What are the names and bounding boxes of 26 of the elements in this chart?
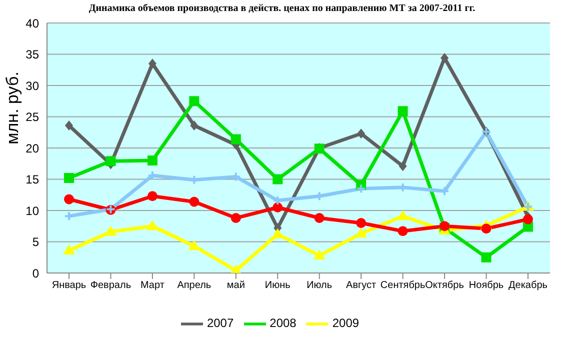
x-tick-label: Февраль [90,280,132,292]
y-tick-label: 15 [26,172,40,187]
x-tick-label: май [226,280,245,292]
x-tick-label: Сентябрь [380,280,426,292]
y-tick-label: 25 [26,110,40,124]
x-tick-label: Январь [52,280,86,292]
x-tick-label: Декабрь [508,280,548,292]
legend-label: 2009 [332,316,360,330]
x-tick-label: Июль [306,280,332,292]
x-tick-label: Октябрь [425,280,464,292]
y-tick-label: 20 [26,141,40,156]
x-tick-label: Ноябрь [468,280,504,292]
legend-label: 2007 [206,316,234,330]
chart-title: Динамика объемов производства в действ. ценах по направлению МТ за 2007-2011 гг. [88,3,476,14]
y-tick-label: 30 [26,78,40,93]
y-tick-label: 40 [26,16,40,30]
legend-label: 2008 [270,316,296,330]
y-tick-label: 5 [32,235,40,250]
x-tick-label: Август [346,280,377,292]
x-tick-label: Июнь [264,280,290,292]
y-tick-label: 35 [26,48,40,62]
y-tick-label: 0 [32,266,40,280]
y-axis-title: млн. руб. [3,72,22,144]
x-tick-label: Апрель [177,280,212,292]
y-tick-label: 10 [26,204,40,218]
x-tick-label: Март [140,280,165,292]
